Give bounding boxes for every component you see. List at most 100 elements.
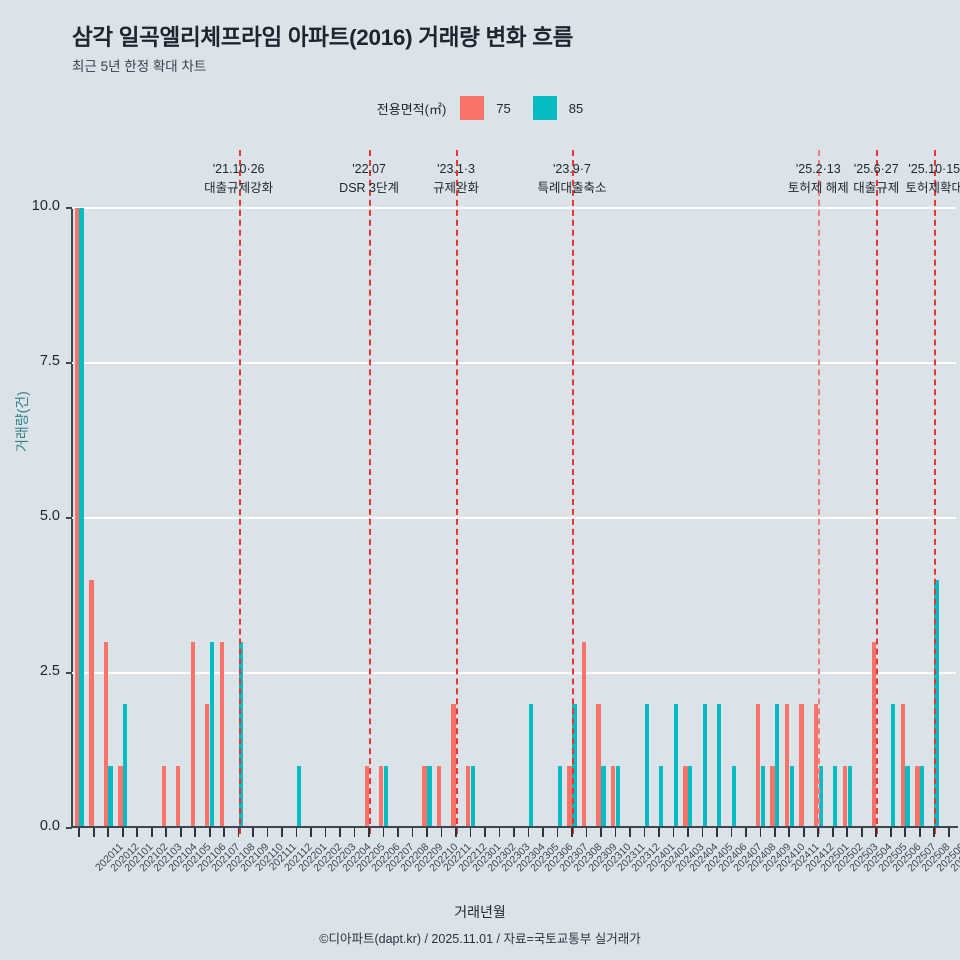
legend-swatch-75 (460, 96, 485, 120)
x-axis-tick (658, 828, 660, 837)
x-axis-tick (947, 828, 950, 837)
x-axis-tick (774, 828, 776, 837)
y-axis-tick (66, 362, 72, 364)
event-label-202510: '25.10·15 토허제확대 (905, 160, 960, 199)
bar-202412-75 (784, 704, 790, 828)
x-axis-tick (397, 828, 399, 837)
bar-202308-85 (557, 766, 563, 828)
gridline (72, 671, 956, 675)
x-axis-tick (831, 828, 834, 837)
x-axis-tick (150, 828, 153, 837)
bar-202410-75 (755, 704, 761, 828)
x-axis-tick (542, 828, 544, 837)
x-axis-tick (730, 828, 733, 837)
bar-202312-85 (615, 766, 620, 828)
bar-202310-75 (581, 642, 587, 828)
bar-202211-75 (422, 766, 427, 828)
bar-202102-75 (118, 766, 123, 828)
event-label-202502: '25.2·13 토허제 해제 (788, 160, 849, 199)
gridline (72, 206, 956, 210)
x-axis-tick (440, 828, 443, 837)
y-axis-tick (66, 207, 72, 209)
x-axis-tick (556, 828, 559, 837)
x-axis-tick (498, 828, 501, 837)
bar-202302-85 (470, 766, 476, 828)
bar-202407-85 (717, 704, 722, 828)
x-axis-tick (266, 828, 269, 837)
bar-202309-75 (567, 766, 572, 828)
event-label-date: '23.1·3 (437, 162, 475, 176)
legend-label-85: 85 (568, 100, 584, 116)
x-axis-tick (179, 828, 182, 837)
bar-202509-85 (919, 766, 925, 828)
x-axis-tick (469, 828, 472, 837)
bar-202108-85 (209, 642, 215, 828)
x-axis-tick (194, 828, 197, 837)
x-axis-tick (339, 828, 341, 837)
event-label-text: DSR 3단계 (339, 181, 399, 196)
bar-202202-85 (296, 766, 302, 828)
x-axis-tick (687, 828, 689, 837)
bar-202504-85 (847, 766, 852, 828)
x-axis-tick (629, 828, 631, 837)
x-axis-tick (310, 828, 312, 837)
x-axis-tick (324, 828, 327, 837)
x-axis-tick (716, 828, 718, 837)
x-axis-tick (411, 828, 414, 837)
x-axis-line (72, 826, 958, 828)
y-axis-tick-label: 5.0 (39, 508, 60, 524)
bar-202506-75 (871, 642, 877, 828)
right-edge-mask (958, 0, 960, 960)
x-axis-tick (281, 828, 283, 837)
x-axis-tick (295, 828, 298, 837)
x-axis-tick (745, 828, 747, 837)
y-axis-tick (66, 517, 72, 519)
bar-202507-85 (891, 704, 896, 828)
bar-202405-75 (683, 766, 688, 828)
bar-202207-75 (364, 766, 369, 828)
event-label-202301: '23.1·3 규제완화 (433, 160, 479, 199)
x-axis-tick (252, 828, 254, 837)
x-axis-tick (933, 828, 936, 837)
x-axis-tick (455, 828, 457, 837)
bar-202504-75 (842, 766, 848, 828)
y-axis-tick (66, 672, 72, 674)
x-axis-tick (237, 828, 240, 837)
legend-label-75: 75 (496, 100, 511, 116)
y-axis-tick-label: 7.5 (39, 353, 60, 369)
bar-202208-85 (383, 766, 389, 828)
event-line-202110 (238, 150, 241, 834)
event-label-202506: '25.6·27 대출규제 (853, 160, 899, 199)
x-axis-tick (165, 828, 168, 837)
bar-202405-85 (688, 766, 693, 828)
y-axis-tick (66, 827, 72, 829)
bar-202510-85 (934, 580, 939, 828)
bar-202412-85 (789, 766, 794, 828)
event-label-date: '21.10·26 (212, 162, 265, 176)
event-line-202510 (934, 150, 937, 834)
x-axis-tick (585, 828, 588, 837)
x-axis-tick (223, 828, 225, 837)
x-axis-tick (353, 828, 356, 837)
x-axis-tick (571, 828, 573, 837)
x-axis-tick (918, 828, 921, 837)
event-label-date: '25.6·27 (853, 162, 899, 176)
y-axis-tick-label: 0.0 (39, 818, 60, 834)
event-line-202301 (456, 150, 459, 834)
bar-202410-85 (760, 766, 765, 828)
gridline (72, 516, 956, 520)
event-label-text: 토허제 해제 (787, 181, 849, 196)
bar-202101-75 (103, 642, 108, 828)
x-axis-tick (875, 828, 878, 837)
bar-202102-85 (122, 704, 128, 828)
x-axis-tick (136, 828, 139, 837)
bar-202411-85 (775, 704, 780, 828)
event-label-date: '25.10·15 (908, 162, 960, 176)
event-line-202207 (369, 150, 372, 834)
bar-202408-85 (731, 766, 736, 828)
chart-legend: 전용면적(㎡) 75 85 (0, 96, 960, 120)
chart-credit: ©디아파트(dapt.kr) / 2025.11.01 / 자료=국토교통부 실… (319, 932, 641, 946)
event-line-202309 (571, 150, 574, 834)
x-axis-tick (860, 828, 863, 837)
